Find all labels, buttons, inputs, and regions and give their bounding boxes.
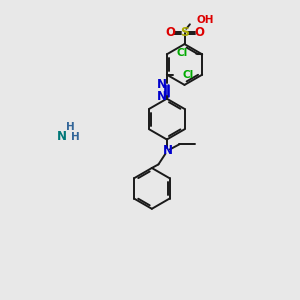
- Text: OH: OH: [196, 15, 214, 25]
- Text: S: S: [180, 26, 189, 39]
- Text: Cl: Cl: [176, 48, 188, 58]
- Text: O: O: [165, 26, 175, 39]
- Text: N: N: [156, 78, 167, 91]
- Text: N: N: [156, 90, 167, 103]
- Text: Cl: Cl: [182, 70, 194, 80]
- Text: N: N: [162, 144, 172, 158]
- Text: O: O: [194, 26, 204, 39]
- Text: H: H: [66, 122, 75, 133]
- Text: H: H: [70, 132, 80, 142]
- Text: N: N: [56, 130, 67, 143]
